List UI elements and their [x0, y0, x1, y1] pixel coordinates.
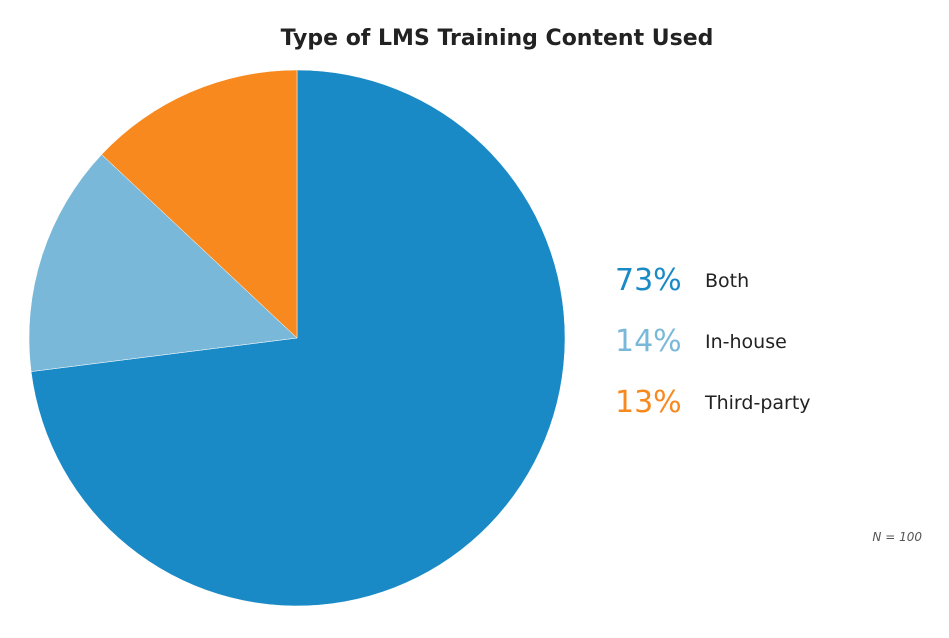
- legend-label-both: Both: [705, 269, 750, 292]
- chart-title: Type of LMS Training Content Used: [280, 26, 714, 51]
- legend-value-both: 73%: [615, 263, 682, 298]
- pie-slice-both: [30, 69, 566, 607]
- pie-slice-third-party: [101, 69, 298, 339]
- sample-size-note: N = 100: [872, 530, 922, 544]
- legend: 73% Both 14% In-house 13% Third-party: [615, 250, 811, 433]
- legend-item-both: 73% Both: [615, 250, 811, 311]
- legend-label-third-party: Third-party: [705, 391, 811, 414]
- legend-item-in-house: 14% In-house: [615, 311, 811, 372]
- legend-value-third-party: 13%: [615, 385, 682, 420]
- legend-item-third-party: 13% Third-party: [615, 372, 811, 433]
- legend-label-in-house: In-house: [705, 330, 787, 353]
- legend-value-in-house: 14%: [615, 324, 682, 359]
- pie-slice-in-house: [28, 154, 298, 372]
